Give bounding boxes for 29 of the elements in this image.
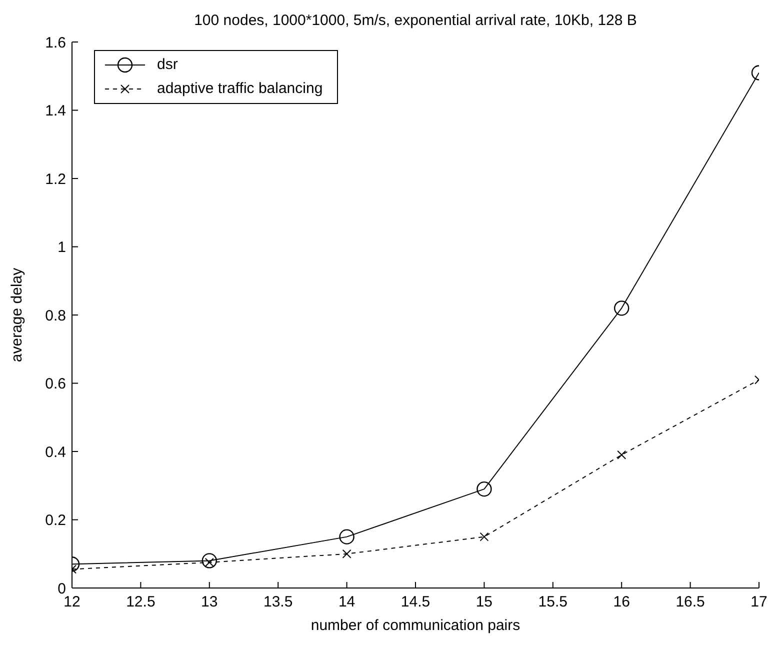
y-tick-label: 0.2 xyxy=(45,512,66,530)
y-tick-label: 1 xyxy=(58,239,66,256)
x-tick-label: 13 xyxy=(201,594,218,611)
y-tick-label: 0.4 xyxy=(45,444,66,461)
x-tick-label: 16.5 xyxy=(676,594,705,611)
y-tick-label: 1.4 xyxy=(45,102,66,120)
y-tick-label: 1.6 xyxy=(45,34,66,52)
y-tick-label: 1.2 xyxy=(45,170,66,188)
x-tick-label: 12 xyxy=(64,594,80,611)
x-tick-label: 14 xyxy=(338,594,356,611)
x-tick-label: 17 xyxy=(750,594,768,611)
legend-label: dsr xyxy=(156,55,179,75)
y-tick-label: 0.6 xyxy=(45,376,66,393)
point xyxy=(476,481,492,497)
y-tick-label: 0 xyxy=(58,580,66,598)
y-tick-label: 0.8 xyxy=(45,307,66,324)
x-tick-label: 12.5 xyxy=(126,594,156,611)
point xyxy=(202,553,217,568)
y-axis-title: average delay xyxy=(8,267,26,362)
legend-label: adaptive traffic balancing xyxy=(156,79,323,99)
x-tick-label: 16 xyxy=(613,594,630,611)
point xyxy=(339,529,354,544)
x-tick-label: 15 xyxy=(476,594,493,611)
x-tick-label: 14.5 xyxy=(400,594,430,611)
point xyxy=(614,300,630,316)
chart-title: 100 nodes, 1000*1000, 5m/s, exponential arrival rate, 10Kb, 128 B xyxy=(193,12,638,29)
x-tick-label: 15.5 xyxy=(538,594,568,611)
x-tick-label: 13.5 xyxy=(264,594,293,611)
x-axis-title: number of communication pairs xyxy=(310,617,520,634)
